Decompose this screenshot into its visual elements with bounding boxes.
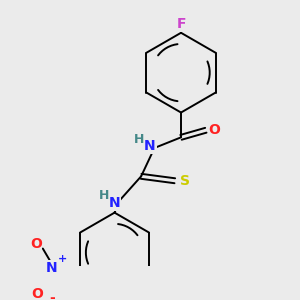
Text: H: H — [134, 134, 145, 146]
Text: +: + — [58, 254, 67, 264]
Text: -: - — [49, 291, 55, 300]
Text: S: S — [180, 174, 190, 188]
Text: O: O — [209, 123, 220, 137]
Text: N: N — [46, 261, 58, 275]
Text: N: N — [109, 196, 120, 210]
Text: N: N — [144, 139, 156, 153]
Text: F: F — [176, 17, 186, 31]
Text: O: O — [30, 237, 42, 251]
Text: O: O — [32, 287, 44, 300]
Text: H: H — [99, 189, 109, 202]
